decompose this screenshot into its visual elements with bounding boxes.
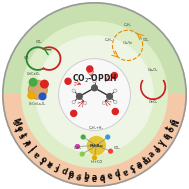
Text: l: l xyxy=(115,169,120,179)
Circle shape xyxy=(102,101,106,105)
Text: b: b xyxy=(99,172,105,182)
Text: C₃H₆: C₃H₆ xyxy=(124,23,132,27)
Circle shape xyxy=(92,85,97,91)
Text: s: s xyxy=(161,132,171,140)
Text: e: e xyxy=(107,171,114,181)
Circle shape xyxy=(83,101,87,105)
Circle shape xyxy=(72,89,75,92)
Text: -: - xyxy=(108,171,113,180)
Text: t: t xyxy=(129,163,136,173)
Text: a: a xyxy=(32,149,42,159)
Circle shape xyxy=(87,66,93,72)
Text: CO₂: CO₂ xyxy=(35,40,42,44)
Text: C₃H₈: C₃H₈ xyxy=(74,146,81,150)
Text: l: l xyxy=(28,145,36,153)
Circle shape xyxy=(36,36,153,153)
Text: y: y xyxy=(157,138,167,147)
Text: a: a xyxy=(22,138,32,147)
Text: e: e xyxy=(75,171,82,181)
Text: d: d xyxy=(67,169,75,179)
Text: N: N xyxy=(167,117,178,126)
Text: t: t xyxy=(141,155,150,164)
Text: H₂+CO: H₂+CO xyxy=(90,160,102,163)
Circle shape xyxy=(93,80,96,83)
Text: CO₂: CO₂ xyxy=(114,146,121,150)
Text: t: t xyxy=(39,155,48,164)
Circle shape xyxy=(80,152,84,156)
Circle shape xyxy=(112,108,118,115)
Text: o: o xyxy=(165,124,175,133)
Text: c: c xyxy=(128,163,137,173)
Text: l: l xyxy=(153,145,161,153)
Circle shape xyxy=(111,73,117,79)
Text: e: e xyxy=(135,159,144,169)
Text: a: a xyxy=(147,149,157,159)
Text: o: o xyxy=(38,154,48,165)
Text: t: t xyxy=(18,132,28,139)
Text: c: c xyxy=(52,163,61,173)
Text: Cr/Ce/La₂O₃: Cr/Ce/La₂O₃ xyxy=(29,102,46,106)
Circle shape xyxy=(41,80,48,88)
Text: t: t xyxy=(14,125,24,132)
Circle shape xyxy=(81,135,85,139)
Text: CO: CO xyxy=(24,56,29,60)
Circle shape xyxy=(71,110,77,116)
Circle shape xyxy=(106,135,110,139)
Text: Pd/Au: Pd/Au xyxy=(90,143,103,148)
Text: e: e xyxy=(14,125,24,133)
Text: s: s xyxy=(168,118,178,125)
Text: a: a xyxy=(45,159,54,169)
Text: l: l xyxy=(28,145,36,153)
Text: t: t xyxy=(165,125,175,132)
Text: s: s xyxy=(84,172,89,181)
Circle shape xyxy=(72,100,75,104)
Text: e: e xyxy=(152,144,162,153)
Text: CO₂: CO₂ xyxy=(143,38,150,42)
Text: m: m xyxy=(140,153,152,165)
Text: Cr/CeO₂: Cr/CeO₂ xyxy=(27,72,41,76)
Text: a: a xyxy=(135,159,144,169)
Text: x: x xyxy=(45,159,54,169)
Text: M: M xyxy=(11,116,22,127)
Circle shape xyxy=(65,78,71,84)
Text: l: l xyxy=(157,139,166,146)
Text: Ga₂O₃: Ga₂O₃ xyxy=(148,68,158,72)
Circle shape xyxy=(114,100,117,104)
Circle shape xyxy=(3,3,186,186)
Circle shape xyxy=(22,22,167,167)
Text: b: b xyxy=(161,131,171,140)
Circle shape xyxy=(76,145,79,148)
Text: s: s xyxy=(18,132,28,140)
Circle shape xyxy=(114,89,117,92)
Text: y: y xyxy=(22,138,32,147)
Circle shape xyxy=(28,92,35,99)
Text: a: a xyxy=(92,173,97,182)
Text: C₃H₆+H₂: C₃H₆+H₂ xyxy=(89,126,104,130)
Text: -: - xyxy=(76,171,81,180)
Text: i: i xyxy=(53,163,60,173)
Wedge shape xyxy=(3,94,186,186)
Text: a: a xyxy=(121,166,129,176)
Text: CO$_2$-OPDH: CO$_2$-OPDH xyxy=(72,72,117,85)
Text: e: e xyxy=(67,169,75,179)
Circle shape xyxy=(29,78,37,86)
Circle shape xyxy=(87,136,105,155)
Text: GeO₂: GeO₂ xyxy=(149,100,158,104)
Text: b: b xyxy=(84,172,90,182)
Circle shape xyxy=(39,93,46,100)
Text: a: a xyxy=(92,173,97,182)
Circle shape xyxy=(93,156,96,160)
Circle shape xyxy=(107,94,112,99)
Circle shape xyxy=(77,94,82,99)
Circle shape xyxy=(109,149,112,153)
Text: d: d xyxy=(60,166,68,177)
Circle shape xyxy=(28,80,47,99)
Circle shape xyxy=(59,59,130,130)
Text: d: d xyxy=(114,169,122,179)
Text: Ga/In: Ga/In xyxy=(122,41,133,45)
Text: s: s xyxy=(100,172,105,181)
Text: C₃H₈: C₃H₈ xyxy=(105,38,113,42)
Text: s: s xyxy=(11,118,21,125)
